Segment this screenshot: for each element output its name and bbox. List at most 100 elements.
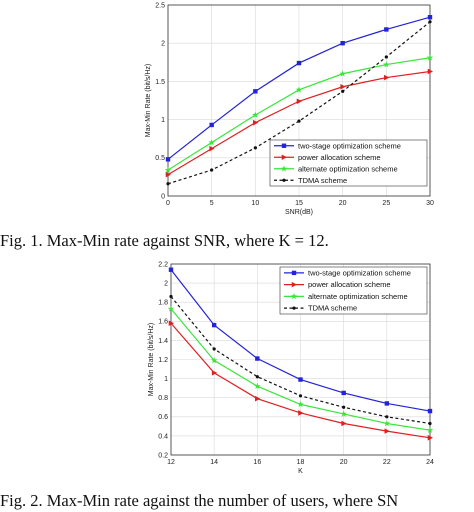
chart2-series-1-point-4 (341, 420, 347, 427)
chart1-legend-marker-0 (281, 143, 287, 148)
chart2-legend-marker-2 (290, 292, 298, 300)
chart1-plot-frame (167, 4, 431, 197)
chart2-legend-box (279, 266, 428, 315)
chart1-series-3-point-4 (341, 89, 345, 93)
chart1-series-3-point-5 (384, 55, 388, 59)
chart1-xtick-label-0: 0 (166, 200, 170, 207)
chart1-legend-box (269, 139, 428, 187)
chart1-series-0-point-0 (165, 157, 171, 162)
chart1-series-2-point-2 (252, 111, 259, 118)
chart2-xtick-label-0: 12 (167, 459, 175, 466)
chart1-series-0-point-2 (253, 89, 258, 94)
chart2-series-1-point-1 (211, 370, 218, 376)
chart1-series-0-point-6 (427, 15, 433, 20)
chart1-xtick-label-2: 10 (251, 200, 259, 207)
chart2-xtick-label-4: 20 (340, 459, 348, 466)
chart1-ytick-label-0: 0 (161, 193, 165, 200)
chart1-series-2-point-3 (295, 86, 303, 93)
chart1-legend-label-3: TDMA scheme (298, 176, 347, 185)
chart-1-max-min-rate-vs-snr: 0 5 10 15 20 25 30 0 0.5 1 1.5 2 2.5 SNR(dB) Max-Min R… (145, 2, 434, 216)
chart1-series-1-point-4 (340, 83, 346, 90)
chart2-xtick-label-6: 24 (426, 459, 434, 466)
chart2-ytick-label-7: 1.6 (158, 319, 168, 326)
chart2-series-0-point-1 (211, 322, 217, 328)
chart1-xtick-label-5: 25 (382, 200, 390, 207)
chart2-xtick-label-5: 22 (383, 459, 391, 466)
chart1-legend-marker-3 (282, 178, 286, 182)
chart1-ytick-label-2: 1 (161, 117, 165, 124)
chart2-series-3-point-6 (428, 421, 432, 426)
chart-2-max-min-rate-vs-users: 12 14 16 18 20 22 24 0.2 0.4 0.6 0.8 1 1.2 1.4 1.6 1.8 2… (148, 261, 434, 475)
chart2-ytick-label-4: 1 (164, 376, 168, 383)
caption-fig1: Fig. 1. Max-Min rate against SNR, where … (0, 231, 329, 250)
chart2-legend-label-0: two-stage optimization scheme (308, 268, 411, 277)
chart1-xlabel: SNR(dB) (285, 209, 313, 216)
chart1-series-1-point-5 (384, 74, 390, 81)
chart1-legend-label-1: power allocation scheme (298, 153, 381, 162)
chart1-series-2-point-0 (164, 166, 172, 173)
chart1-series-0-point-4 (340, 41, 345, 46)
chart1-series-3-point-6 (428, 20, 432, 24)
chart1-series-2-point-6 (426, 54, 434, 61)
chart1-legend-marker-1 (281, 154, 287, 161)
chart2-series-3-point-3 (298, 394, 303, 398)
chart2-series-3-point-2 (255, 375, 259, 379)
chart1-series-1-point-3 (296, 98, 302, 105)
chart2-ytick-label-5: 1.2 (158, 357, 168, 364)
chart2-series-2-point-5 (383, 420, 391, 427)
chart2-ytick-label-8: 1.8 (158, 300, 168, 307)
chart1-series-0-point-5 (384, 27, 389, 32)
chart2-xtick-label-2: 16 (253, 459, 261, 466)
chart1-ytick-label-4: 2 (161, 41, 165, 48)
chart1-series-0-point-3 (296, 60, 302, 66)
chart2-series-2-point-4 (340, 410, 347, 417)
chart2-ytick-label-2: 0.6 (158, 414, 168, 421)
chart2-series-1-point-3 (298, 410, 304, 416)
chart2-series-0-point-4 (341, 390, 346, 396)
chart1-series-1-point-1 (209, 145, 215, 152)
chart1-legend-marker-2 (280, 165, 288, 172)
chart2-series-1-point-0 (168, 320, 174, 327)
chart1-legend-label-2: alternate optimization scheme (298, 164, 398, 173)
chart1-series-0-point-1 (209, 122, 214, 128)
chart2-series-2-point-1 (210, 357, 218, 364)
chart1-series-2-point-4 (339, 70, 346, 77)
chart2-series-2-point-2 (254, 382, 261, 389)
chart1-ytick-label-5: 2.5 (155, 2, 165, 9)
chart2-ytick-label-1: 0.4 (158, 433, 168, 440)
chart1-series-3-point-2 (253, 146, 257, 150)
chart1-series-3-point-1 (210, 168, 214, 172)
chart2-ytick-label-6: 1.4 (158, 338, 168, 345)
chart2-series-1-point-6 (427, 435, 433, 441)
chart2-xlabel: K (298, 468, 303, 475)
chart2-ytick-label-10: 2.2 (158, 261, 168, 268)
chart2-series-1-point-2 (255, 395, 261, 402)
chart2-series-3-point-0 (169, 294, 173, 299)
chart1-ytick-label-1: 0.5 (155, 155, 165, 162)
chart2-series-0-point-2 (255, 356, 260, 361)
chart1-series-2-point-1 (208, 139, 215, 146)
chart1-xtick-label-6: 30 (426, 200, 434, 207)
caption-fig2: Fig. 2. Max-Min rate against the number … (0, 491, 398, 510)
chart1-legend-label-0: two-stage optimization scheme (298, 141, 401, 150)
chart2-series-0-point-3 (298, 377, 303, 382)
chart2-legend-label-2: alternate optimization scheme (308, 292, 408, 301)
chart2-series-3-point-5 (385, 415, 389, 419)
chart1-series-1-point-6 (427, 68, 433, 75)
chart2-legend: two-stage optimization scheme power alloc… (279, 266, 428, 315)
chart2-xtick-label-1: 14 (210, 459, 218, 466)
chart2-series-3-point-4 (342, 405, 346, 409)
chart2-legend-marker-0 (291, 270, 297, 276)
chart2-series-0-point-5 (384, 401, 390, 406)
chart2-plot-frame (170, 263, 431, 456)
chart1-series-1-point-0 (165, 171, 171, 178)
chart2-series-0-point-6 (427, 408, 433, 414)
chart2-ytick-label-0: 0.2 (158, 452, 168, 459)
chart1-xtick-label-1: 5 (210, 200, 214, 207)
chart1-ylabel: Max-Min Rate (bit/s/Hz) (145, 64, 152, 138)
chart2-legend-marker-3 (292, 306, 296, 310)
chart1-xtick-label-4: 20 (339, 200, 347, 207)
chart2-series-1-point-5 (384, 428, 390, 434)
chart2-legend-label-1: power allocation scheme (308, 280, 391, 289)
